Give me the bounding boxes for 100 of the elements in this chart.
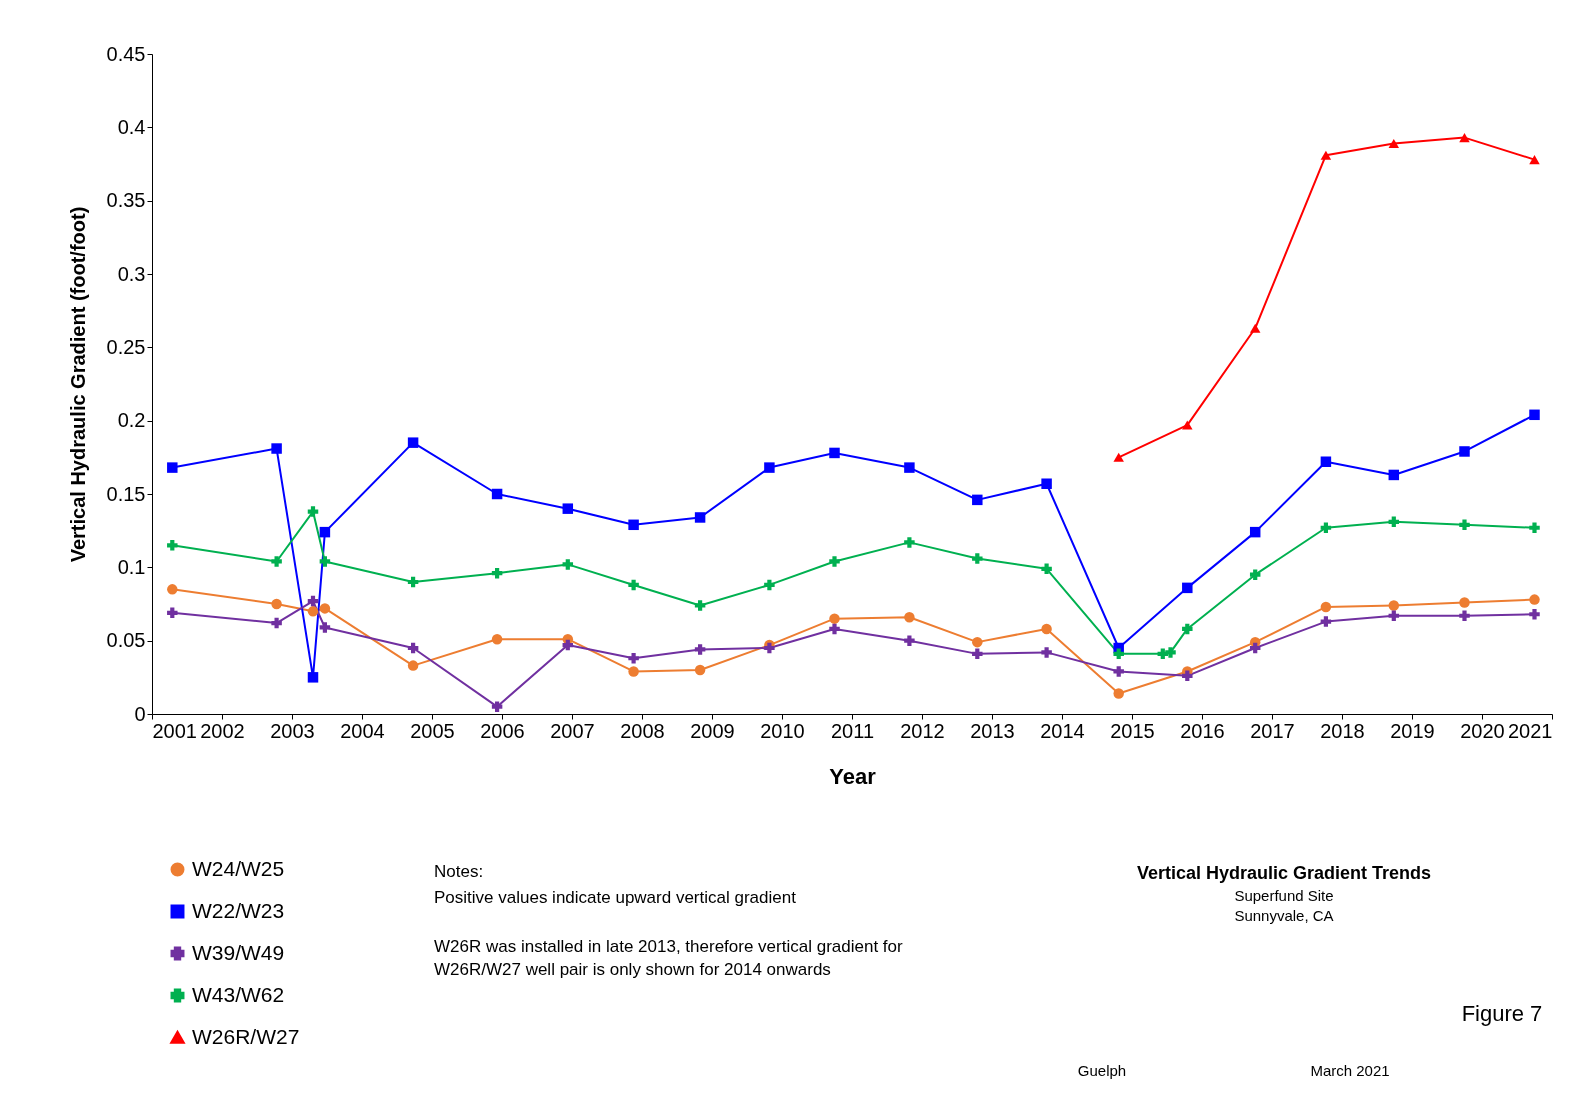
x-tick-label: 2004 (340, 719, 385, 742)
legend-label: W26R/W27 (192, 1024, 300, 1048)
x-tick-label: 2002 (200, 719, 245, 742)
point (1320, 601, 1332, 613)
point (628, 519, 639, 531)
point (1529, 594, 1540, 605)
point (407, 660, 419, 671)
point (1041, 623, 1052, 635)
point (319, 622, 331, 633)
point (1041, 478, 1052, 489)
point (1249, 323, 1261, 333)
point (1165, 647, 1176, 658)
x-tick-label: 2021 (1508, 719, 1553, 742)
point (407, 576, 419, 588)
point (307, 595, 319, 607)
caption: Figure 7 (1461, 1001, 1543, 1026)
x-tick-label: 2001 (152, 719, 197, 742)
point (1249, 642, 1261, 654)
point (904, 611, 915, 623)
point (1182, 670, 1193, 682)
point (562, 639, 574, 651)
point (1249, 569, 1261, 580)
point (271, 598, 282, 610)
y-tick-label: 0.4 (117, 115, 146, 138)
point (1320, 522, 1332, 533)
x-tick-label: 2009 (690, 719, 735, 742)
point (1459, 597, 1470, 608)
text: Guelph (1077, 1062, 1127, 1079)
point (1529, 609, 1540, 620)
point (271, 443, 282, 454)
legend-label: W39/W49 (192, 940, 285, 964)
x-tick-label: 2012 (900, 719, 945, 742)
x-tick-label: 2013 (970, 719, 1015, 742)
point (628, 653, 639, 664)
point (271, 556, 282, 567)
point (628, 579, 639, 591)
point (904, 462, 915, 473)
text: Positive values indicate upward vertical gradient (434, 888, 797, 907)
point (167, 584, 178, 595)
point (764, 579, 775, 591)
point (1041, 563, 1052, 575)
point (307, 672, 319, 683)
point (694, 644, 706, 655)
y-tick-label: 0.1 (117, 555, 146, 578)
point (319, 526, 331, 538)
point (1320, 150, 1332, 160)
x-tick-label: 2006 (480, 719, 525, 742)
y-tick-label: 0.2 (117, 409, 146, 432)
point (694, 664, 706, 676)
point (694, 512, 706, 523)
y-tick-label: 0 (134, 702, 146, 725)
point (829, 556, 840, 567)
point (491, 633, 503, 645)
point (307, 606, 319, 617)
legend-label: W43/W62 (192, 982, 285, 1006)
point (972, 648, 983, 660)
point (1182, 420, 1193, 430)
x-tick-label: 2020 (1460, 719, 1505, 742)
point (972, 494, 983, 506)
point (1388, 469, 1400, 481)
text: W26R/W27 well pair is only shown for 2014 onwards (434, 960, 831, 979)
point (829, 613, 840, 624)
point (972, 553, 983, 564)
x-tick-label: 2003 (270, 719, 315, 742)
y-tick-label: 0.05 (106, 629, 146, 652)
x-tick-label: 2016 (1180, 719, 1225, 742)
point (491, 701, 503, 712)
x-tick-label: 2010 (760, 719, 805, 742)
x-tick-label: 2014 (1040, 719, 1085, 742)
point (694, 600, 706, 611)
point (562, 503, 574, 514)
point (1459, 610, 1470, 621)
point (562, 559, 574, 570)
point (904, 635, 915, 646)
x-tick-label: 2015 (1110, 719, 1155, 742)
point (1388, 138, 1400, 149)
point (167, 607, 178, 619)
point (1388, 610, 1400, 621)
point (271, 617, 282, 629)
legend-label: W24/W25 (192, 856, 285, 880)
point (1113, 688, 1124, 699)
text: Superfund Site (1234, 887, 1334, 904)
y-axis-title: Vertical Hydraulic Gradient (foot/foot) (66, 206, 89, 563)
point (1113, 452, 1124, 462)
point (829, 623, 840, 635)
point (407, 642, 419, 654)
point (1459, 133, 1470, 143)
y-tick-label: 0.35 (106, 189, 146, 212)
point (1388, 516, 1400, 528)
x-tick-label: 2011 (830, 719, 875, 742)
point (167, 540, 178, 551)
point (904, 537, 915, 548)
y-tick-label: 0.3 (117, 262, 146, 285)
text: March 2021 (1310, 1062, 1390, 1079)
point (1182, 582, 1193, 594)
point (972, 636, 983, 648)
y-tick-label: 0.45 (106, 42, 146, 65)
point (1320, 456, 1332, 467)
point (1041, 647, 1052, 658)
point (1529, 409, 1540, 421)
